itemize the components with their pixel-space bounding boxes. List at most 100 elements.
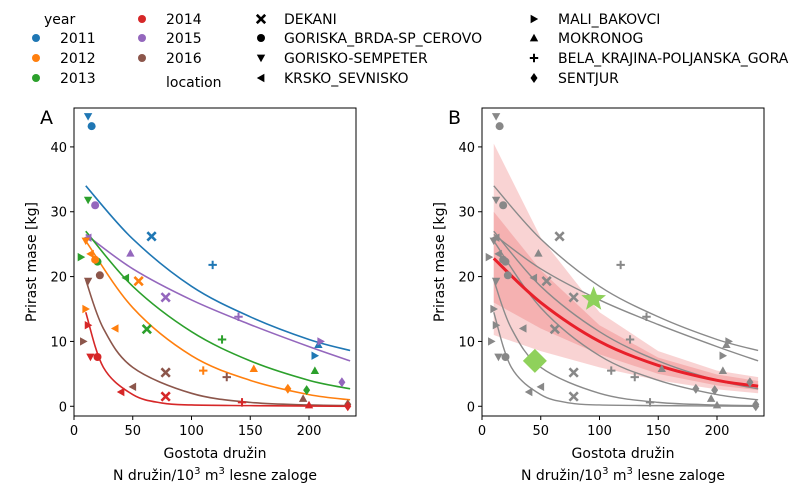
data-point-6 <box>91 201 100 210</box>
fit-curve-gray-5 <box>493 312 759 407</box>
data-point-3 <box>616 260 625 270</box>
data-point-10 <box>642 312 651 321</box>
panel-label: B <box>448 107 461 129</box>
data-point-17 <box>141 323 152 335</box>
legend-marker-2015 <box>138 34 146 42</box>
data-point-27 <box>607 366 616 375</box>
x-axis-unit-label: N družin/103 m3 lesne zaloge <box>113 466 317 484</box>
data-point-20 <box>310 366 320 374</box>
data-point-24 <box>499 255 508 264</box>
x-tick-label: 100 <box>587 424 612 439</box>
axes-frame <box>73 107 357 417</box>
data-point-16 <box>529 273 538 283</box>
legend-marker-goriska_brda-sp_cerovo <box>257 34 265 42</box>
data-point-42 <box>160 391 171 402</box>
legend-year-2015: 2015 <box>166 31 202 47</box>
plot-area <box>77 113 352 412</box>
data-point-40 <box>501 352 510 361</box>
data-point-18 <box>217 335 227 344</box>
data-point-28 <box>249 364 258 373</box>
fit-curve-gray-1 <box>493 233 759 362</box>
x-tick-label: 100 <box>179 424 204 439</box>
data-point-38 <box>492 321 501 330</box>
data-point-42 <box>568 391 579 402</box>
data-point-34 <box>160 367 171 378</box>
data-point-36 <box>706 394 716 402</box>
data-point-41 <box>524 387 533 397</box>
y-tick-label: 20 <box>458 271 475 286</box>
legend-marker-2014 <box>138 15 146 23</box>
legend-marker-krsko_sevnisko <box>256 73 265 83</box>
legend-marker-dekani <box>255 13 267 25</box>
fit-curve-2015 <box>85 233 351 362</box>
data-point-13 <box>491 196 501 205</box>
data-point-21 <box>489 237 498 246</box>
data-point-18 <box>625 335 635 344</box>
data-point-30 <box>491 277 501 286</box>
data-point-35 <box>222 372 231 382</box>
data-point-29 <box>284 383 292 394</box>
data-point-35 <box>630 372 639 382</box>
x-axis-label: Gostota družin <box>164 446 267 462</box>
data-point-1 <box>87 122 96 131</box>
data-point-14 <box>485 252 494 262</box>
data-point-9 <box>160 292 171 303</box>
panel-label: A <box>40 107 53 129</box>
legend-marker-2011 <box>32 34 40 42</box>
y-tick-label: 30 <box>50 206 67 221</box>
data-point-33 <box>128 382 137 392</box>
legend-location-mokronog: MOKRONOG <box>558 31 643 47</box>
data-point-38 <box>84 321 93 330</box>
fit-curve-gray-0 <box>493 185 759 352</box>
data-point-8 <box>126 249 135 257</box>
data-point-45 <box>344 401 352 412</box>
data-point-4 <box>719 351 728 360</box>
data-point-9 <box>568 292 579 303</box>
x-tick-label: 0 <box>70 424 78 439</box>
legend-location-krsko_sevnisko: KRSKO_SEVNISKO <box>284 71 408 87</box>
y-tick-label: 0 <box>59 400 67 415</box>
legend-location-sentjur: SENTJUR <box>558 71 619 87</box>
data-point-22 <box>494 249 502 259</box>
data-point-31 <box>503 271 512 280</box>
data-point-40 <box>93 352 102 361</box>
axes-frame <box>481 107 765 417</box>
data-point-3 <box>208 260 217 270</box>
y-tick-label: 10 <box>458 335 475 350</box>
x-tick-label: 150 <box>646 424 671 439</box>
data-point-12 <box>746 377 754 388</box>
panel-b: 0 50 100 150 200 0 10 20 30 40 B Gostota družin N dr… <box>432 107 765 484</box>
data-point-39 <box>86 353 95 362</box>
data-point-41 <box>116 387 125 397</box>
data-point-12 <box>338 377 346 388</box>
legend-marker-mali_bakovci <box>530 14 539 24</box>
legend-year-2013: 2013 <box>60 71 96 87</box>
data-point-36 <box>298 394 308 402</box>
fit-curve-2011 <box>85 185 351 352</box>
data-point-32 <box>80 337 88 346</box>
data-point-22 <box>86 249 94 259</box>
data-point-25 <box>541 276 552 287</box>
data-point-13 <box>83 196 93 205</box>
data-point-21 <box>81 237 90 246</box>
x-tick-label: 200 <box>297 424 322 439</box>
data-point-16 <box>121 273 130 283</box>
legend-title-location: location <box>166 75 222 91</box>
data-point-2 <box>554 231 565 242</box>
y-axis-label: Prirast mase [kg] <box>24 202 40 322</box>
data-point-34 <box>568 367 579 378</box>
legend-marker-sentjur <box>530 73 538 83</box>
x-tick-label: 50 <box>532 424 549 439</box>
x-tick-label: 50 <box>124 424 141 439</box>
highlight-point-star <box>581 286 606 310</box>
data-point-30 <box>83 277 93 286</box>
mean-fit-curve <box>492 257 759 388</box>
data-point-19 <box>303 385 311 396</box>
legend-year-2012: 2012 <box>60 51 96 67</box>
y-tick-label: 40 <box>458 141 475 156</box>
plot-area <box>485 113 760 412</box>
legend-marker-mokronog <box>529 33 539 42</box>
y-tick-label: 0 <box>467 400 475 415</box>
y-tick-label: 40 <box>50 141 67 156</box>
data-point-24 <box>91 255 100 264</box>
